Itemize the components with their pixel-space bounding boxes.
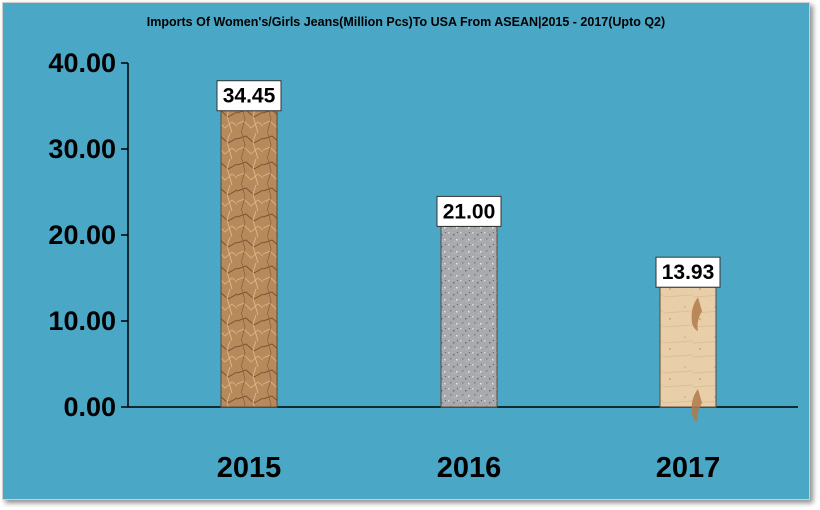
- labels-group: 34.45 2015 21.00 2016 13.93 2017: [216, 80, 721, 484]
- fossil-fish-icon: [691, 297, 702, 332]
- bars-group: [220, 110, 717, 423]
- fossil-fish-icon: [691, 389, 702, 423]
- data-label-box: [655, 256, 721, 288]
- data-label: 34.45: [223, 85, 276, 108]
- x-category-label: 2015: [217, 452, 282, 484]
- bar: [440, 225, 498, 408]
- data-label-box: [216, 80, 282, 112]
- y-tick-label: 40.00: [48, 48, 116, 78]
- chart-title: Imports Of Women's/Girls Jeans(Million P…: [146, 15, 666, 29]
- y-tick-label: 10.00: [48, 306, 116, 336]
- chart-frame: Imports Of Women's/Girls Jeans(Million P…: [2, 2, 810, 500]
- y-tick-label: 30.00: [48, 134, 116, 164]
- bar: [220, 110, 278, 408]
- axes-group: 0.00 10.00 20.00 30.00 40.00: [48, 48, 798, 422]
- x-category-label: 2017: [656, 452, 721, 484]
- data-label: 13.93: [662, 261, 715, 284]
- x-category-label: 2016: [437, 452, 502, 484]
- y-tick-label: 0.00: [63, 392, 116, 422]
- bar-chart: 0.00 10.00 20.00 30.00 40.00 34.45 2015 21.00 2…: [48, 48, 798, 484]
- bar: [659, 286, 717, 408]
- y-tick-label: 20.00: [48, 220, 116, 250]
- data-label-box: [436, 195, 502, 227]
- data-label: 21.00: [443, 200, 496, 223]
